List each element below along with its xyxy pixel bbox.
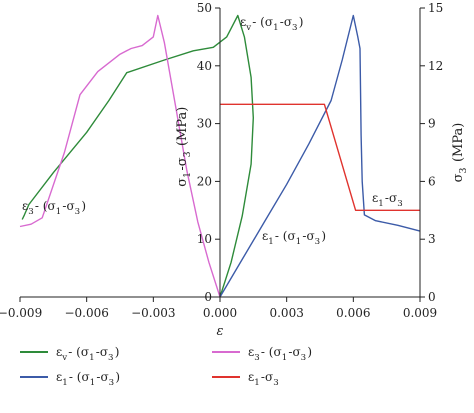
x-tick-label: 0.009 <box>403 306 437 320</box>
x-tick-label: 0.006 <box>336 306 370 320</box>
series-annotations: εv - (σ1 -σ3 ) ε3 - (σ1 -σ3 ) ε1 - (σ1 -σ3… <box>22 15 404 247</box>
y-left-axis-title: σ1 -σ3 (MPa) <box>175 107 193 187</box>
axial-strain-line <box>219 14 421 298</box>
y-left-tick-label: 20 <box>197 174 212 188</box>
y-right-axis-title: σ3 (MPa) <box>451 123 469 183</box>
legend-label: εv - (σ1 -σ3 ) <box>56 345 119 363</box>
y-left-tick-label: 30 <box>197 117 212 131</box>
y-right-tick-label: 0 <box>428 290 436 304</box>
x-tick-label: 0.003 <box>269 306 303 320</box>
x-tick-label: −0.006 <box>64 306 108 320</box>
y-right-tick-label: 12 <box>428 59 443 73</box>
x-tick-label: −0.009 <box>0 306 42 320</box>
annotation-lateral: ε3 - (σ1 -σ3 ) <box>22 199 86 217</box>
y-left-tick-label: 40 <box>197 59 212 73</box>
y-left-tick-label: 0 <box>204 290 212 304</box>
y-right-tick-label: 15 <box>428 1 443 15</box>
x-tick-label: −0.003 <box>131 306 175 320</box>
y-right-tick-label: 3 <box>428 232 436 246</box>
legend: εv - (σ1 -σ3 ) ε3 - (σ1 -σ3 ) ε1 - (σ1 -σ3… <box>20 345 312 388</box>
volumetric-strain-line <box>21 14 254 298</box>
legend-label: ε1 -σ3 <box>248 370 280 388</box>
legend-item-confining: ε1 -σ3 <box>212 370 280 388</box>
annotation-volumetric: εv - (σ1 -σ3 ) <box>240 15 303 33</box>
x-axis-title: ε <box>217 324 224 339</box>
confining-pressure-line <box>220 103 420 211</box>
annotation-axial: ε1 - (σ1 -σ3 ) <box>262 229 326 247</box>
y-right-tick-label: 9 <box>428 117 436 131</box>
legend-label: ε3 - (σ1 -σ3 ) <box>248 345 312 363</box>
legend-item-lateral: ε3 - (σ1 -σ3 ) <box>212 345 312 363</box>
y-left-tick-label: 10 <box>197 232 212 246</box>
lateral-strain-line <box>19 14 221 298</box>
x-tick-label: 0.000 <box>203 306 237 320</box>
y-right-tick-label: 6 <box>428 174 436 188</box>
legend-item-axial: ε1 - (σ1 -σ3 ) <box>20 370 120 388</box>
y-left-tick-label: 50 <box>197 1 212 15</box>
series-lines <box>19 14 421 298</box>
legend-item-volumetric: εv - (σ1 -σ3 ) <box>20 345 119 363</box>
annotation-confining: ε1 -σ3 <box>372 191 404 209</box>
axes: −0.009 −0.006 −0.003 0.000 0.003 0.006 0.009 ε 0… <box>0 1 469 339</box>
legend-label: ε1 - (σ1 -σ3 ) <box>56 370 120 388</box>
